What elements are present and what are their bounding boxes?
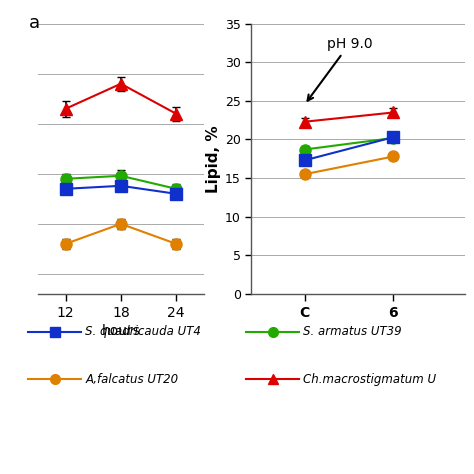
Y-axis label: Lipid, %: Lipid, %: [206, 125, 221, 192]
Text: A,falcatus UT20: A,falcatus UT20: [85, 373, 178, 386]
Text: S. quadricauda UT4: S. quadricauda UT4: [85, 325, 201, 338]
X-axis label: hours: hours: [101, 324, 140, 338]
Text: a: a: [28, 14, 39, 32]
Text: S. armatus UT39: S. armatus UT39: [303, 325, 402, 338]
Text: pH 9.0: pH 9.0: [308, 36, 373, 100]
Text: Ch.macrostigmatum U: Ch.macrostigmatum U: [303, 373, 437, 386]
